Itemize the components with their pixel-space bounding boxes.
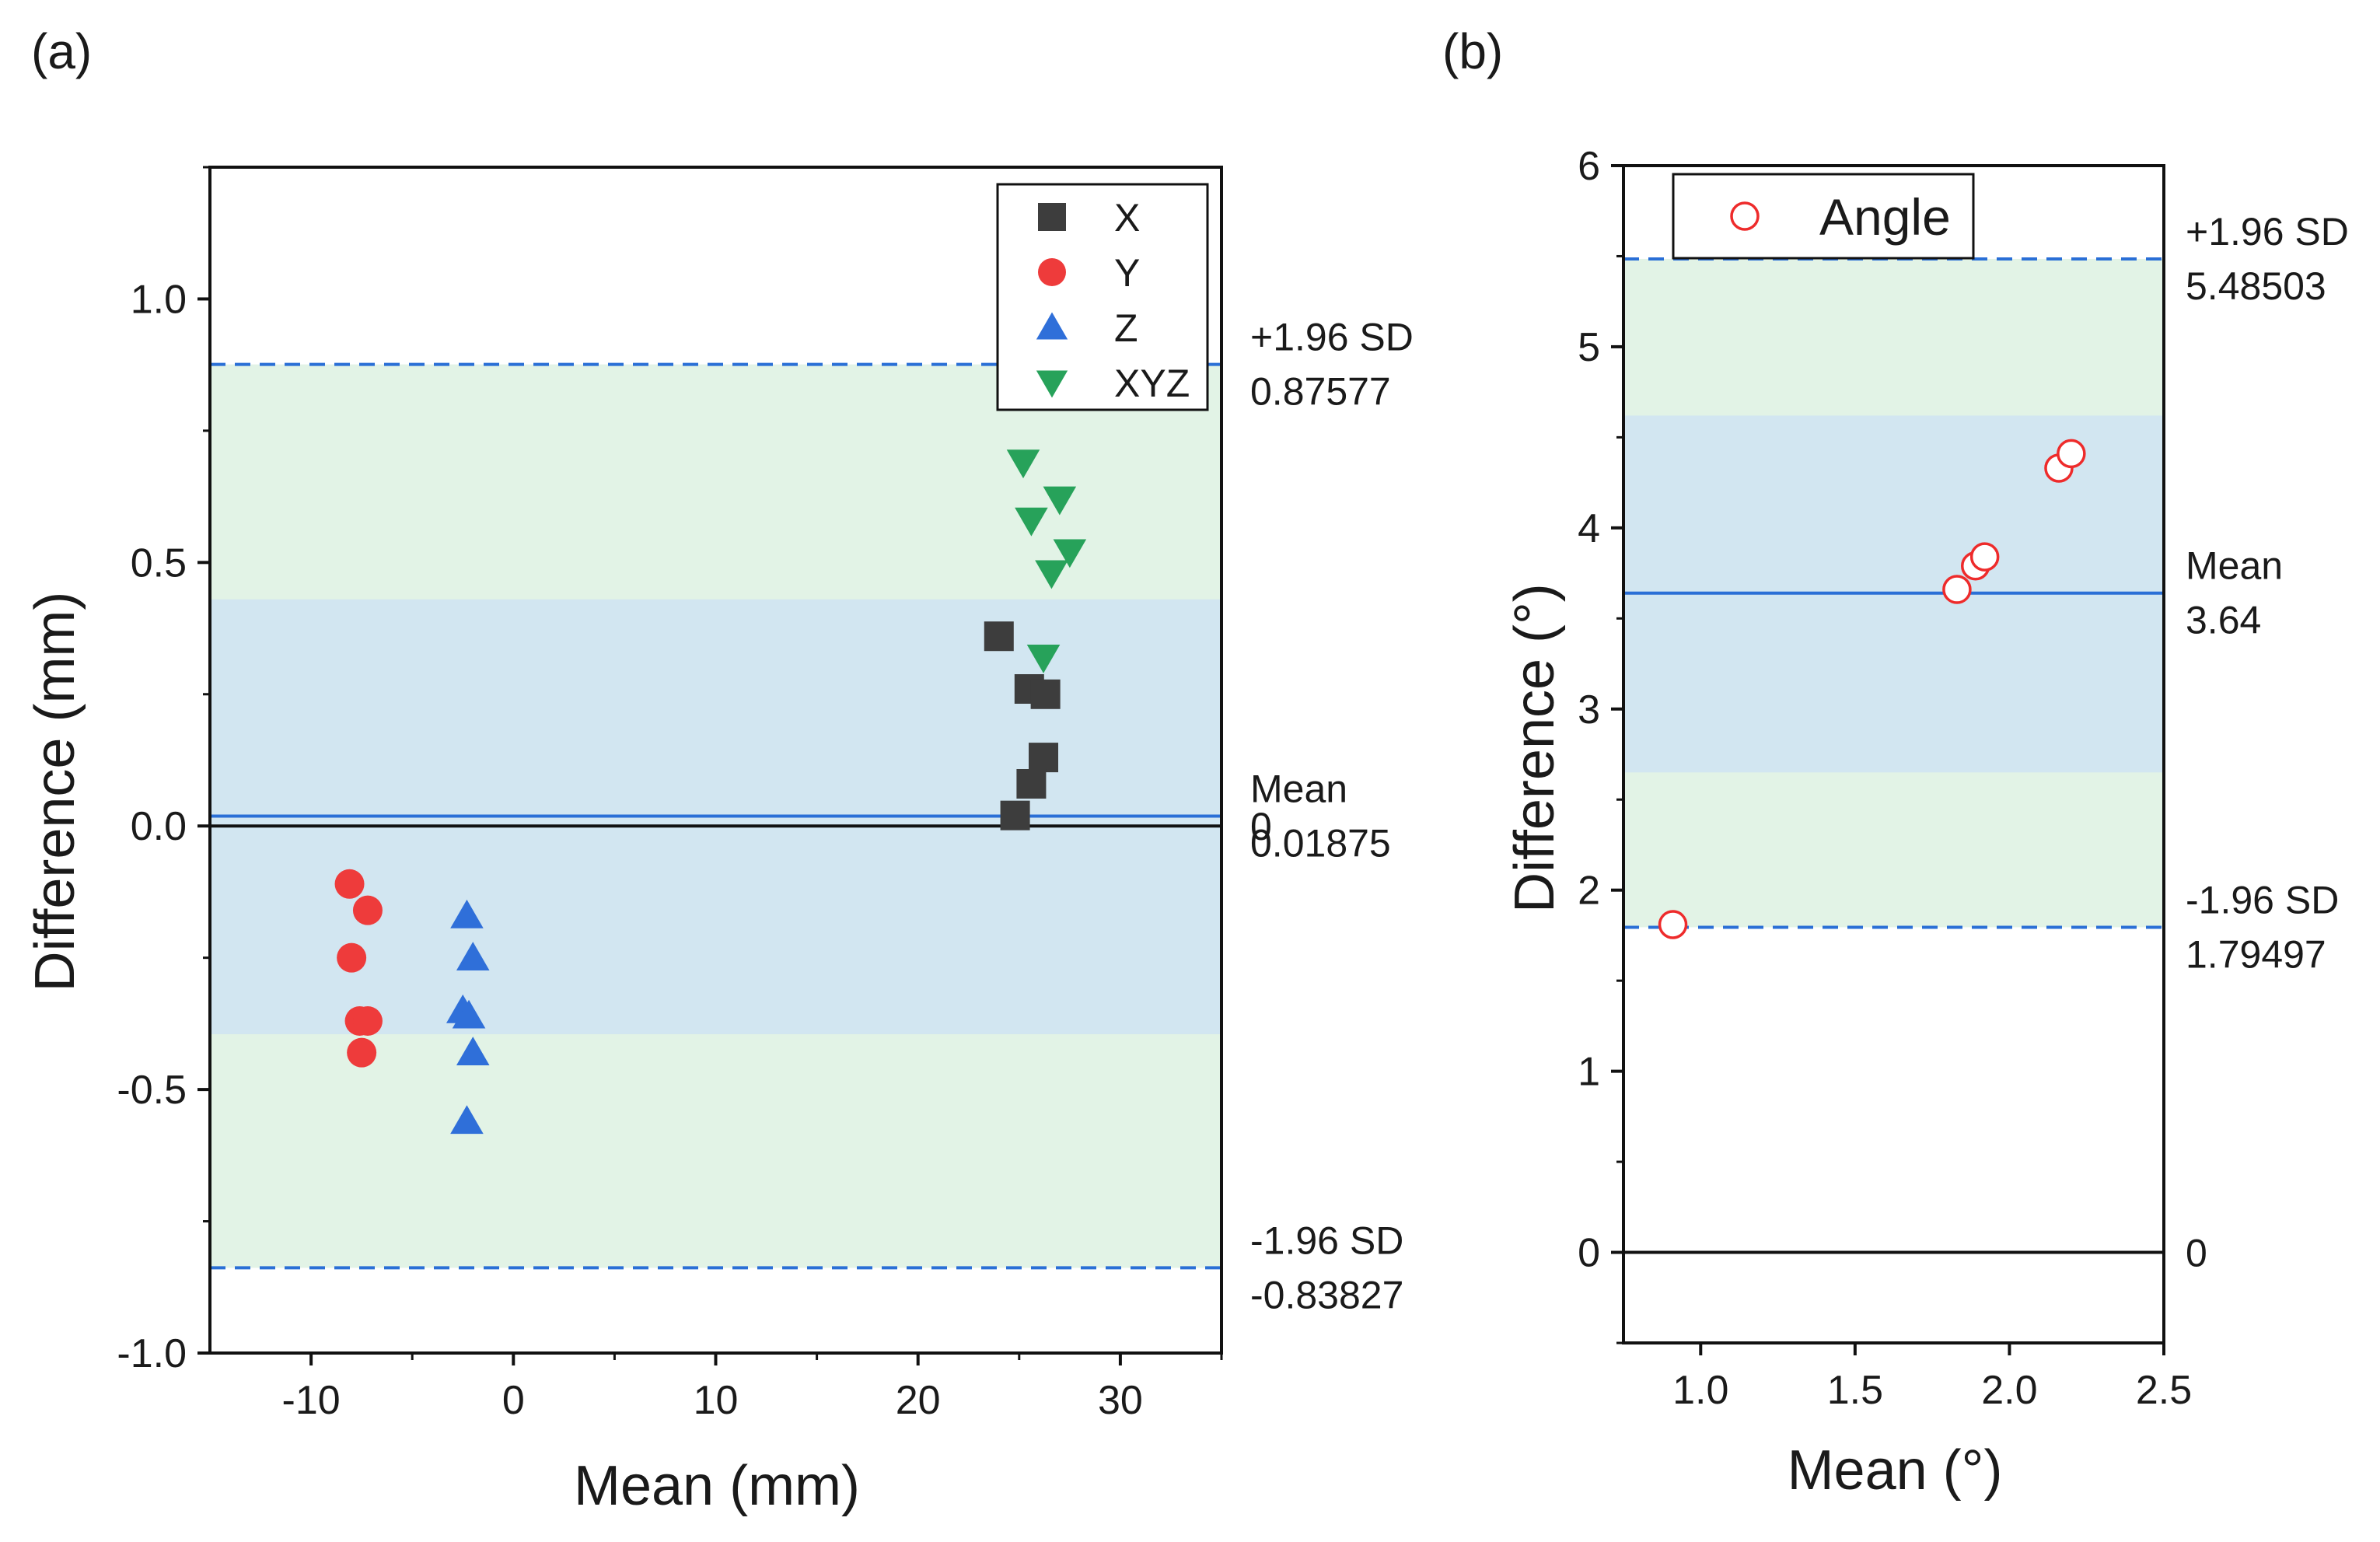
lower-loa-value-label: 1.79497 xyxy=(2186,932,2326,976)
lower-loa-title-label: -1.96 SD xyxy=(1250,1219,1403,1262)
y-tick-label: 2 xyxy=(1578,869,1600,914)
x-tick-label: -10 xyxy=(282,1378,341,1423)
point-xyz xyxy=(1035,560,1068,589)
y-tick-label: 0.5 xyxy=(131,540,187,586)
legend-marker-x xyxy=(1038,203,1066,231)
legend-label-x: X xyxy=(1114,196,1140,240)
legend-marker-xyz xyxy=(1036,370,1068,398)
lower-loa-value-label: -0.83827 xyxy=(1250,1273,1403,1316)
x-tick-label: 1.0 xyxy=(1672,1368,1728,1413)
x-tick-label: 10 xyxy=(694,1378,739,1423)
upper-loa-value-label: 5.48503 xyxy=(2186,264,2326,308)
point-z xyxy=(456,1037,490,1066)
plot-frame xyxy=(1622,164,2165,1344)
y-tick-label: 3 xyxy=(1578,687,1600,733)
legend-marker-z xyxy=(1036,312,1068,340)
panel-b: (b) 1.0 1.5 2.0 2.5 0 1 2 3 4 5 6 +1.96 SD 5.48503 M… xyxy=(1442,23,2349,1502)
y-tick-label: -1.0 xyxy=(117,1331,187,1376)
axes: -10 0 10 20 30 -1.0 -0.5 0.0 0.5 1.0 xyxy=(117,166,1223,1423)
panel-label: (a) xyxy=(31,23,92,79)
y-axis-label: Difference (mm) xyxy=(24,592,86,992)
point-xyz xyxy=(1026,644,1061,673)
upper-loa-title-label: +1.96 SD xyxy=(2186,210,2349,254)
series-z xyxy=(446,899,490,1135)
mean-value-label: 3.64 xyxy=(2186,599,2261,642)
series-x xyxy=(984,621,1061,830)
point-y xyxy=(337,942,367,973)
legend-box xyxy=(996,183,1209,411)
point-z xyxy=(450,899,484,928)
point-x xyxy=(1016,769,1047,799)
point-angle xyxy=(1969,542,2000,572)
point-xyz xyxy=(1006,449,1040,479)
legend: Angle xyxy=(1672,173,1975,260)
y-tick-label: 1 xyxy=(1578,1050,1600,1095)
x-axis-label: Mean (°) xyxy=(1788,1439,2003,1502)
panel-label: (b) xyxy=(1442,23,1503,79)
point-y xyxy=(352,1006,383,1036)
legend-marker-angle xyxy=(1730,201,1760,231)
y-tick-label: 4 xyxy=(1578,506,1600,551)
point-x xyxy=(1029,743,1059,773)
point-angle xyxy=(1658,910,1688,939)
point-angle xyxy=(2057,439,2086,469)
y-tick-label: 6 xyxy=(1578,144,1600,189)
x-tick-label: 2.0 xyxy=(1981,1368,2037,1413)
zero-value-label: 0 xyxy=(1250,805,1272,848)
point-y xyxy=(334,869,365,899)
x-tick-label: 20 xyxy=(896,1378,941,1423)
point-y xyxy=(352,895,383,925)
point-x xyxy=(1030,679,1061,709)
mean-title-label: Mean xyxy=(2186,544,2283,588)
legend: XYZ XYZ xyxy=(996,183,1209,411)
point-xyz xyxy=(1043,486,1077,516)
point-z xyxy=(450,1105,484,1135)
zero-value-label: 0 xyxy=(2186,1232,2207,1275)
series-xyz xyxy=(1006,449,1087,673)
series-angle xyxy=(1658,439,2086,939)
point-xyz xyxy=(1015,507,1048,537)
point-x xyxy=(1000,800,1030,830)
panel-a: (a) -10 0 10 20 30 -1.0 -0.5 0.0 0.5 1.0 +1.96 SD… xyxy=(24,23,1414,1517)
legend-box xyxy=(1672,173,1975,260)
point-angle xyxy=(1942,575,1972,604)
upper-loa-title-label: +1.96 SD xyxy=(1250,316,1414,359)
y-axis-label: Difference (°) xyxy=(1504,583,1566,913)
point-y xyxy=(347,1037,377,1068)
y-tick-label: 1.0 xyxy=(131,277,187,322)
legend-label-angle: Angle xyxy=(1819,188,1951,246)
legend-marker-y xyxy=(1038,258,1066,286)
point-x xyxy=(984,621,1014,652)
point-z xyxy=(456,942,490,971)
series-y xyxy=(334,869,383,1068)
y-tick-label: 0 xyxy=(1578,1231,1600,1276)
point-xyz xyxy=(1053,539,1087,568)
y-tick-label: 5 xyxy=(1578,325,1600,370)
x-tick-label: 0 xyxy=(502,1378,525,1423)
mean-title-label: Mean xyxy=(1250,768,1347,811)
upper-loa-value-label: 0.87577 xyxy=(1250,370,1391,414)
x-tick-label: 30 xyxy=(1098,1378,1143,1423)
legend-label-z: Z xyxy=(1114,306,1138,350)
mean-value-label: 0.01875 xyxy=(1250,822,1391,865)
legend-label-y: Y xyxy=(1114,251,1140,295)
legend-label-xyz: XYZ xyxy=(1114,362,1190,405)
x-tick-label: 1.5 xyxy=(1827,1368,1883,1413)
y-tick-label: 0.0 xyxy=(131,804,187,849)
point-z xyxy=(452,999,486,1029)
y-tick-label: -0.5 xyxy=(117,1068,187,1113)
x-tick-label: 2.5 xyxy=(2136,1368,2192,1413)
x-axis-label: Mean (mm) xyxy=(574,1455,860,1517)
axes: 1.0 1.5 2.0 2.5 0 1 2 3 4 5 6 xyxy=(1578,144,2192,1413)
lower-loa-title-label: -1.96 SD xyxy=(2186,878,2339,921)
